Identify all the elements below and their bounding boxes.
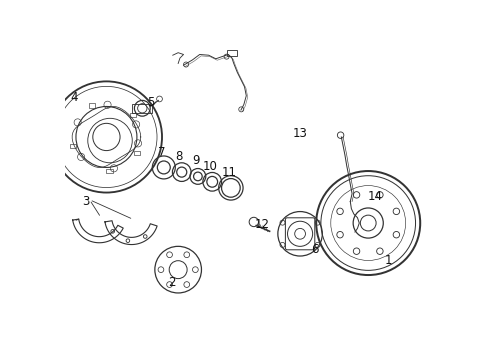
Text: 1: 1 (384, 254, 391, 267)
Text: 12: 12 (254, 218, 269, 231)
Text: 11: 11 (222, 166, 237, 179)
Text: 8: 8 (175, 150, 183, 163)
Text: 9: 9 (192, 154, 200, 167)
Text: 10: 10 (203, 160, 218, 173)
Text: 14: 14 (367, 190, 382, 203)
Text: 6: 6 (310, 243, 318, 256)
Text: 3: 3 (82, 195, 89, 208)
Text: 4: 4 (70, 91, 78, 104)
Text: 7: 7 (157, 145, 165, 158)
Text: 2: 2 (168, 276, 176, 289)
Text: 5: 5 (147, 96, 155, 109)
Text: 13: 13 (292, 127, 307, 140)
